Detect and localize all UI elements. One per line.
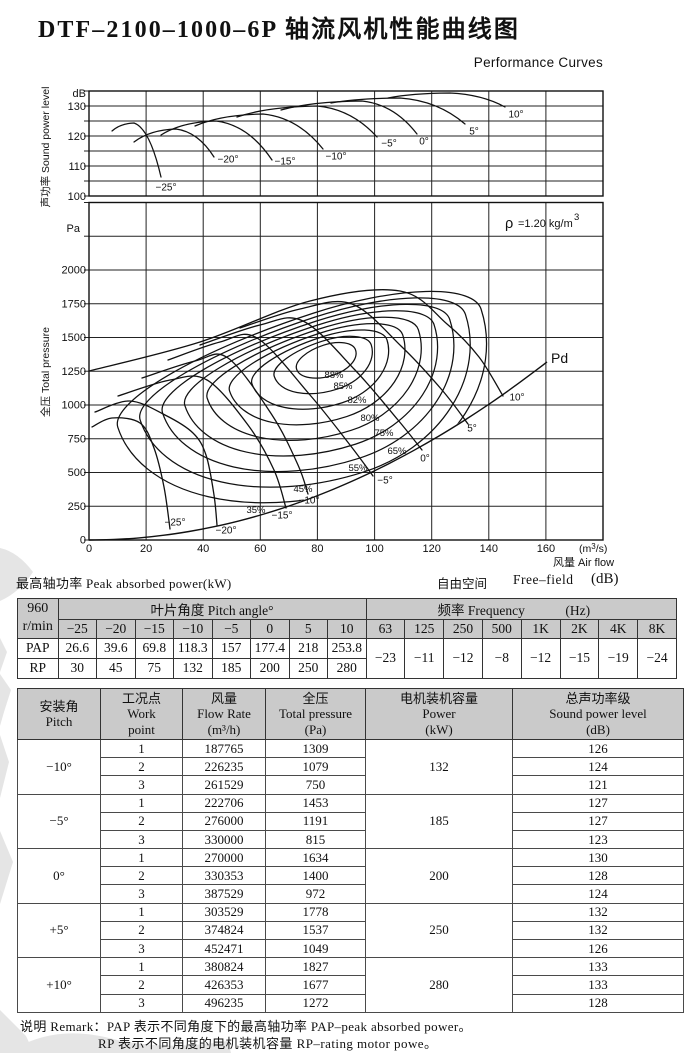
svg-text:20: 20	[140, 543, 152, 555]
svg-text:750: 750	[68, 433, 86, 445]
svg-text:80: 80	[311, 543, 323, 555]
svg-text:45%: 45%	[293, 484, 313, 495]
svg-text:声功率 Sound power level: 声功率 Sound power level	[39, 87, 52, 208]
svg-text:−5°: −5°	[377, 476, 392, 487]
svg-text:100: 100	[365, 543, 383, 555]
svg-text:dB: dB	[73, 88, 86, 100]
svg-text:0: 0	[86, 543, 92, 555]
svg-text:10°: 10°	[508, 110, 523, 121]
svg-text:35%: 35%	[246, 505, 266, 516]
svg-text:55%: 55%	[348, 463, 368, 474]
svg-text:风量 Air flow: 风量 Air flow	[553, 556, 614, 569]
svg-text:−5°: −5°	[381, 139, 396, 150]
svg-text:85%: 85%	[333, 381, 353, 392]
svg-text:−20°: −20°	[216, 526, 237, 537]
svg-text:75%: 75%	[374, 428, 394, 439]
svg-text:120: 120	[68, 131, 86, 143]
svg-text:5°: 5°	[467, 424, 477, 435]
svg-text:1250: 1250	[62, 366, 86, 378]
svg-text:−15°: −15°	[275, 157, 296, 168]
svg-text:−10°: −10°	[326, 152, 347, 163]
svg-text:130: 130	[68, 101, 86, 113]
svg-text:ρ: ρ	[505, 216, 513, 232]
svg-text:Pa: Pa	[67, 223, 81, 235]
svg-text:100: 100	[68, 191, 86, 203]
svg-text:82%: 82%	[347, 395, 367, 406]
svg-text:−25°: −25°	[156, 183, 177, 194]
svg-text:3: 3	[574, 212, 579, 223]
svg-text:0: 0	[80, 535, 86, 547]
svg-text:5°: 5°	[469, 127, 479, 138]
svg-text:250: 250	[68, 501, 86, 513]
svg-text:−10°: −10°	[299, 496, 320, 507]
svg-text:Pd: Pd	[551, 350, 568, 366]
svg-text:110: 110	[68, 161, 86, 173]
svg-text:10°: 10°	[509, 393, 524, 404]
svg-text:1750: 1750	[62, 298, 86, 310]
svg-text:2000: 2000	[62, 265, 86, 277]
svg-text:88%: 88%	[324, 370, 344, 381]
svg-text:65%: 65%	[387, 446, 407, 457]
svg-text:60: 60	[254, 543, 266, 555]
svg-text:1000: 1000	[62, 400, 86, 412]
svg-text:=1.20 kg/m: =1.20 kg/m	[518, 218, 573, 230]
svg-text:160: 160	[537, 543, 555, 555]
svg-text:(m3/s): (m3/s)	[579, 542, 607, 555]
svg-text:−25°: −25°	[165, 518, 186, 529]
svg-text:140: 140	[480, 543, 498, 555]
svg-text:1500: 1500	[62, 332, 86, 344]
svg-text:0°: 0°	[420, 454, 430, 465]
svg-text:−20°: −20°	[218, 155, 239, 166]
svg-text:80%: 80%	[360, 413, 380, 424]
svg-text:全压 Total pressure: 全压 Total pressure	[39, 327, 52, 417]
svg-text:−15°: −15°	[272, 511, 293, 522]
svg-text:40: 40	[197, 543, 209, 555]
svg-text:120: 120	[423, 543, 441, 555]
svg-text:500: 500	[68, 467, 86, 479]
svg-text:0°: 0°	[419, 137, 429, 148]
